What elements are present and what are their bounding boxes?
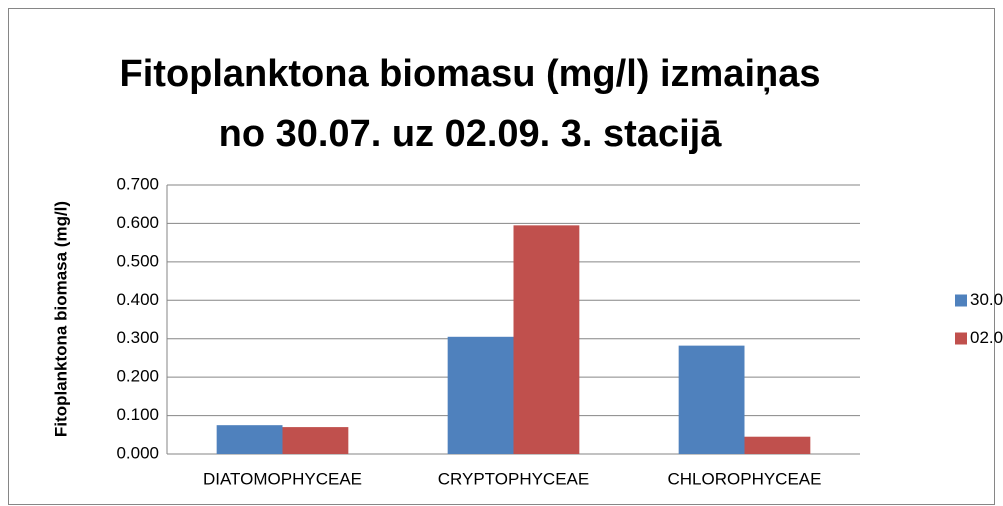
bar — [744, 436, 811, 454]
x-tick-label: DIATOMOPHYCEAE — [203, 469, 362, 488]
legend-swatch — [955, 332, 967, 345]
y-axis-label: Fitoplanktona biomasa (mg/l) — [51, 201, 70, 437]
legend-label: 30.07. — [970, 290, 1003, 309]
bar — [513, 225, 580, 454]
y-tick-label: 0.000 — [116, 443, 159, 462]
bar — [282, 427, 349, 454]
x-tick-label: CHLOROPHYCEAE — [668, 469, 822, 488]
y-tick-label: 0.200 — [116, 367, 159, 386]
bar — [447, 336, 514, 454]
legend-swatch — [955, 294, 967, 307]
legend-label: 02.09. — [970, 328, 1003, 347]
y-tick-label: 0.500 — [116, 251, 159, 270]
chart-title: Fitoplanktona biomasu (mg/l) izmaiņas — [120, 53, 821, 95]
y-tick-label: 0.100 — [116, 405, 159, 424]
x-tick-label: CRYPTOPHYCEAE — [438, 469, 589, 488]
y-tick-label: 0.700 — [116, 174, 159, 193]
bar — [216, 425, 283, 454]
bar — [678, 345, 745, 454]
chart-title: no 30.07. uz 02.09. 3. stacijā — [219, 113, 723, 155]
y-tick-label: 0.300 — [116, 328, 159, 347]
y-tick-label: 0.400 — [116, 290, 159, 309]
y-tick-label: 0.600 — [116, 213, 159, 232]
